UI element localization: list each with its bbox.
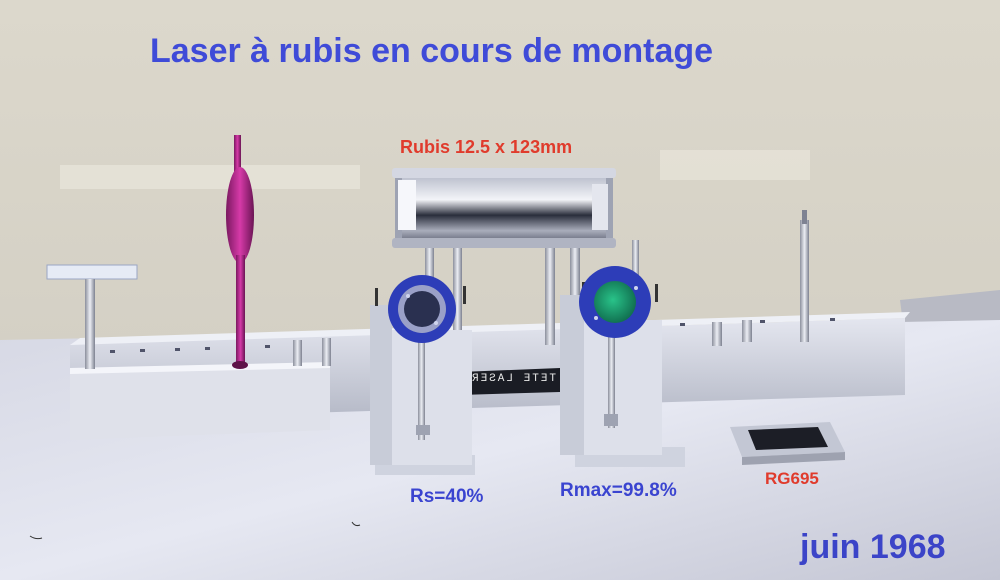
bench-engraving: TETE LASER xyxy=(470,373,556,385)
rmax-label: Rmax=99.8% xyxy=(560,480,677,502)
rubis-label: Rubis 12.5 x 123mm xyxy=(400,137,572,158)
left-plate xyxy=(47,265,137,279)
photo-title: Laser à rubis en cours de montage xyxy=(150,32,713,71)
rg695-label: RG695 xyxy=(765,469,819,489)
date-label: juin 1968 xyxy=(800,528,946,567)
rmax-mirror-glass xyxy=(594,281,636,323)
rg695-filter xyxy=(730,422,845,465)
right-post xyxy=(800,220,809,342)
magenta-mount xyxy=(226,167,254,263)
rs-label: Rs=40% xyxy=(410,486,483,508)
